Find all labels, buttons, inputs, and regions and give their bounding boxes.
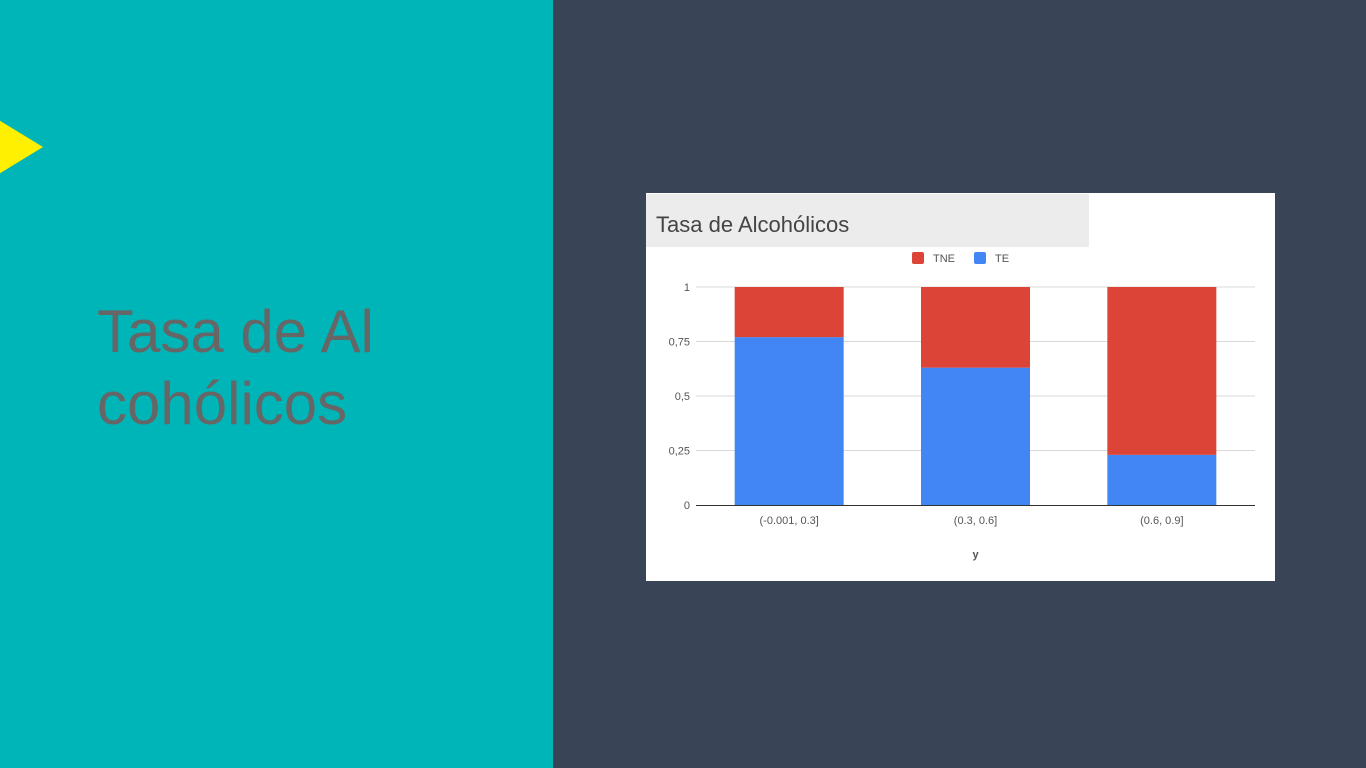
bar-te [1107,454,1217,505]
x-tick-label: (-0.001, 0.3] [760,515,819,527]
legend-label-tne: TNE [933,253,955,265]
arrow-shape [0,94,43,200]
x-axis-label: y [972,549,979,561]
x-tick-label: (0.6, 0.9] [1140,515,1183,527]
y-tick-label: 0,25 [669,446,690,458]
chart-title: Tasa de Alcohólicos [656,212,850,237]
stacked-bar-chart: 0 0,25 0,5 0,75 1 (-0.001, 0.3] (0.3, 0.6] (0.6… [669,252,1255,561]
legend-swatch-tne [912,252,924,264]
chart-header: Tasa de Alcohólicos [646,194,1089,247]
chart-card: Tasa de Alcohólicos 0 0,25 0,5 0,75 1 (-0.001… [646,193,1275,581]
bar-tne [921,287,1030,368]
bar-te [734,337,844,505]
slide-title: Tasa de Alcohólicos [97,298,374,437]
x-tick-label: (0.3, 0.6] [954,515,997,527]
legend-label-te: TE [995,253,1009,265]
y-tick-label: 0,5 [675,391,690,403]
legend-swatch-te [974,252,986,264]
bar-te [921,367,1030,505]
bar-tne [734,287,844,338]
y-tick-label: 0,75 [669,337,690,349]
left-panel: Tasa de Alcohólicos [0,0,553,768]
bar-tne [1107,287,1217,455]
y-tick-label: 0 [684,500,690,512]
y-tick-label: 1 [684,282,690,294]
